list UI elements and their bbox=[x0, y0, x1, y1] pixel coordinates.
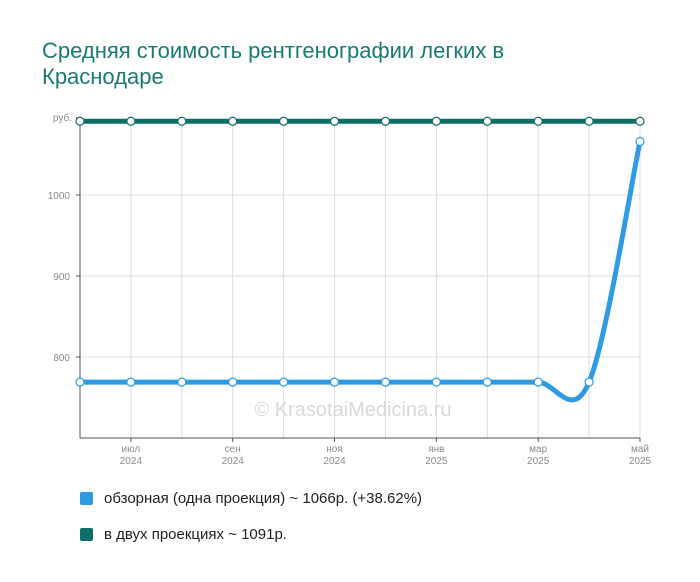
chart-svg: © KrasotaiMedicina.ru 8009001000руб.июл2… bbox=[48, 112, 652, 467]
data-point-s1-10 bbox=[584, 377, 594, 387]
data-point-s2-9 bbox=[533, 116, 543, 126]
y-tick-label-900: 900 bbox=[53, 272, 70, 283]
data-point-s1-0 bbox=[75, 377, 85, 387]
legend-item-1[interactable]: обзорная (одна проекция) ~ 1066р. (+38.6… bbox=[80, 488, 422, 508]
data-point-s1-5 bbox=[329, 377, 340, 387]
data-point-s1-4 bbox=[279, 377, 289, 387]
data-points bbox=[75, 116, 645, 387]
legend-swatch-1 bbox=[80, 491, 93, 505]
data-point-s1-8 bbox=[482, 377, 492, 387]
legend-label-2: в двух проекциях ~ 1091р. bbox=[104, 525, 287, 543]
y-tick-label-800: 800 bbox=[53, 353, 70, 364]
chart-title: Средняя стоимость рентгенографии легких … bbox=[42, 38, 642, 90]
data-point-s1-2 bbox=[177, 377, 187, 387]
x-tick-month-1: июл bbox=[122, 444, 141, 455]
data-point-s2-1 bbox=[126, 116, 136, 126]
data-point-s1-3 bbox=[228, 377, 238, 387]
axes: 8009001000руб.июл2024сен2024ноя2024янв20… bbox=[48, 112, 652, 467]
legend-label-1: обзорная (одна проекция) ~ 1066р. (+38.6… bbox=[104, 489, 423, 507]
x-tick-month-11: май bbox=[631, 444, 649, 455]
y-tick-label-1000: 1000 bbox=[48, 191, 71, 202]
data-point-s2-0 bbox=[75, 116, 85, 126]
x-tick-year-9: 2025 bbox=[527, 456, 550, 467]
x-tick-year-3: 2024 bbox=[222, 456, 245, 467]
legend-swatch-2 bbox=[80, 527, 93, 541]
data-point-s2-6 bbox=[380, 116, 391, 126]
chart-title-line-2: Краснодаре bbox=[42, 64, 164, 89]
x-tick-month-3: сен bbox=[225, 444, 241, 455]
y-axis-unit-label: руб. bbox=[53, 112, 72, 124]
series-line-1 bbox=[77, 138, 643, 403]
data-point-s2-7 bbox=[431, 116, 441, 126]
data-point-s2-2 bbox=[177, 116, 187, 126]
x-tick-year-1: 2024 bbox=[120, 456, 143, 467]
series-lines bbox=[77, 118, 643, 403]
data-point-s1-11 bbox=[635, 136, 645, 147]
x-tick-year-7: 2025 bbox=[425, 456, 448, 467]
data-point-s2-4 bbox=[279, 116, 289, 126]
data-point-s2-8 bbox=[482, 116, 492, 126]
data-point-s2-10 bbox=[584, 116, 594, 126]
x-tick-year-11: 2025 bbox=[629, 456, 652, 467]
x-tick-year-5: 2024 bbox=[323, 456, 346, 467]
data-point-s2-3 bbox=[228, 116, 238, 126]
data-point-s1-1 bbox=[126, 377, 136, 387]
data-point-s2-11 bbox=[635, 116, 645, 126]
chart-title-line-1: Средняя стоимость рентгенографии легких … bbox=[42, 38, 505, 63]
x-tick-month-7: янв bbox=[428, 444, 444, 455]
x-tick-month-9: мар bbox=[529, 444, 547, 455]
x-tick-month-5: ноя bbox=[326, 444, 343, 455]
data-point-s1-6 bbox=[380, 377, 391, 387]
data-point-s1-7 bbox=[431, 377, 441, 387]
data-point-s1-9 bbox=[533, 377, 543, 387]
watermark: © KrasotaiMedicina.ru bbox=[254, 399, 451, 421]
legend-item-2[interactable]: в двух проекциях ~ 1091р. bbox=[80, 524, 422, 544]
data-point-s2-5 bbox=[329, 116, 340, 126]
legend: обзорная (одна проекция) ~ 1066р. (+38.6… bbox=[80, 488, 422, 560]
